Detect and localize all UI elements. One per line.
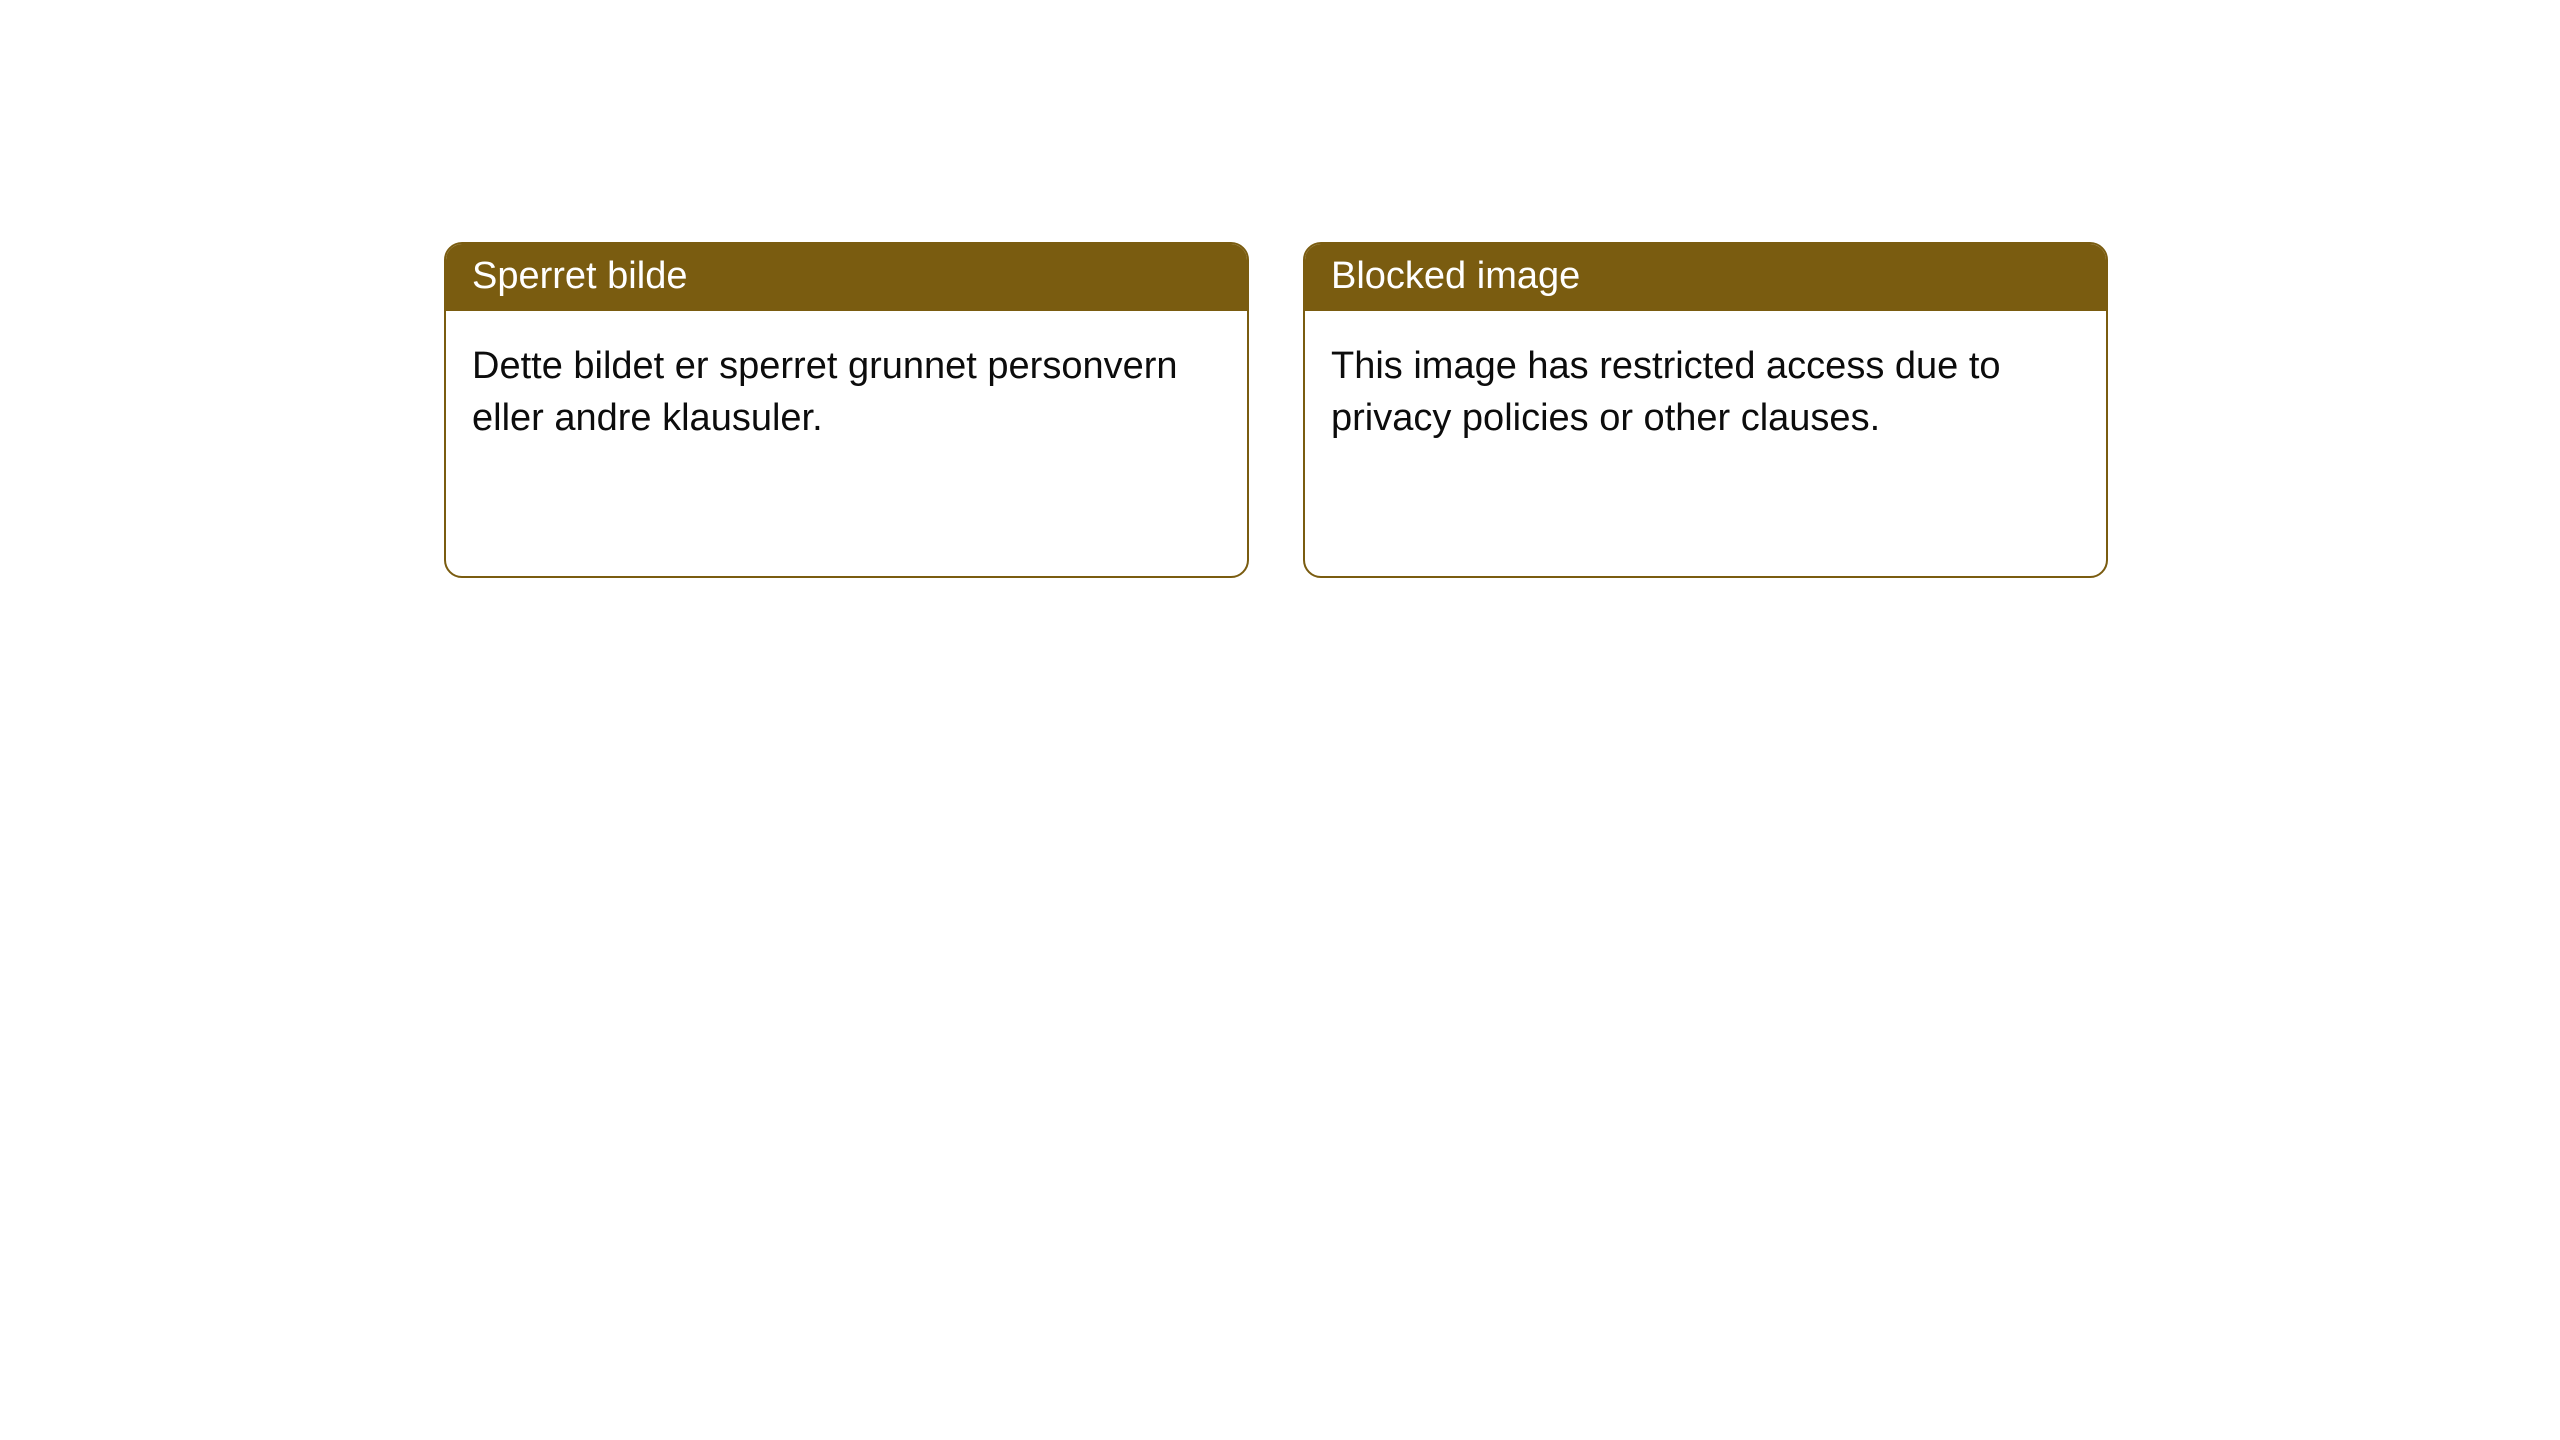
notice-text-english: This image has restricted access due to … bbox=[1331, 345, 2001, 438]
notice-card-english: Blocked image This image has restricted … bbox=[1303, 242, 2108, 578]
notice-card-norwegian: Sperret bilde Dette bildet er sperret gr… bbox=[444, 242, 1249, 578]
notice-text-norwegian: Dette bildet er sperret grunnet personve… bbox=[472, 345, 1178, 438]
notice-header-english: Blocked image bbox=[1305, 244, 2106, 311]
notice-title-english: Blocked image bbox=[1331, 255, 1580, 297]
notice-header-norwegian: Sperret bilde bbox=[446, 244, 1247, 311]
notice-container: Sperret bilde Dette bildet er sperret gr… bbox=[0, 0, 2560, 578]
notice-title-norwegian: Sperret bilde bbox=[472, 255, 687, 297]
notice-body-norwegian: Dette bildet er sperret grunnet personve… bbox=[446, 311, 1247, 474]
notice-body-english: This image has restricted access due to … bbox=[1305, 311, 2106, 474]
